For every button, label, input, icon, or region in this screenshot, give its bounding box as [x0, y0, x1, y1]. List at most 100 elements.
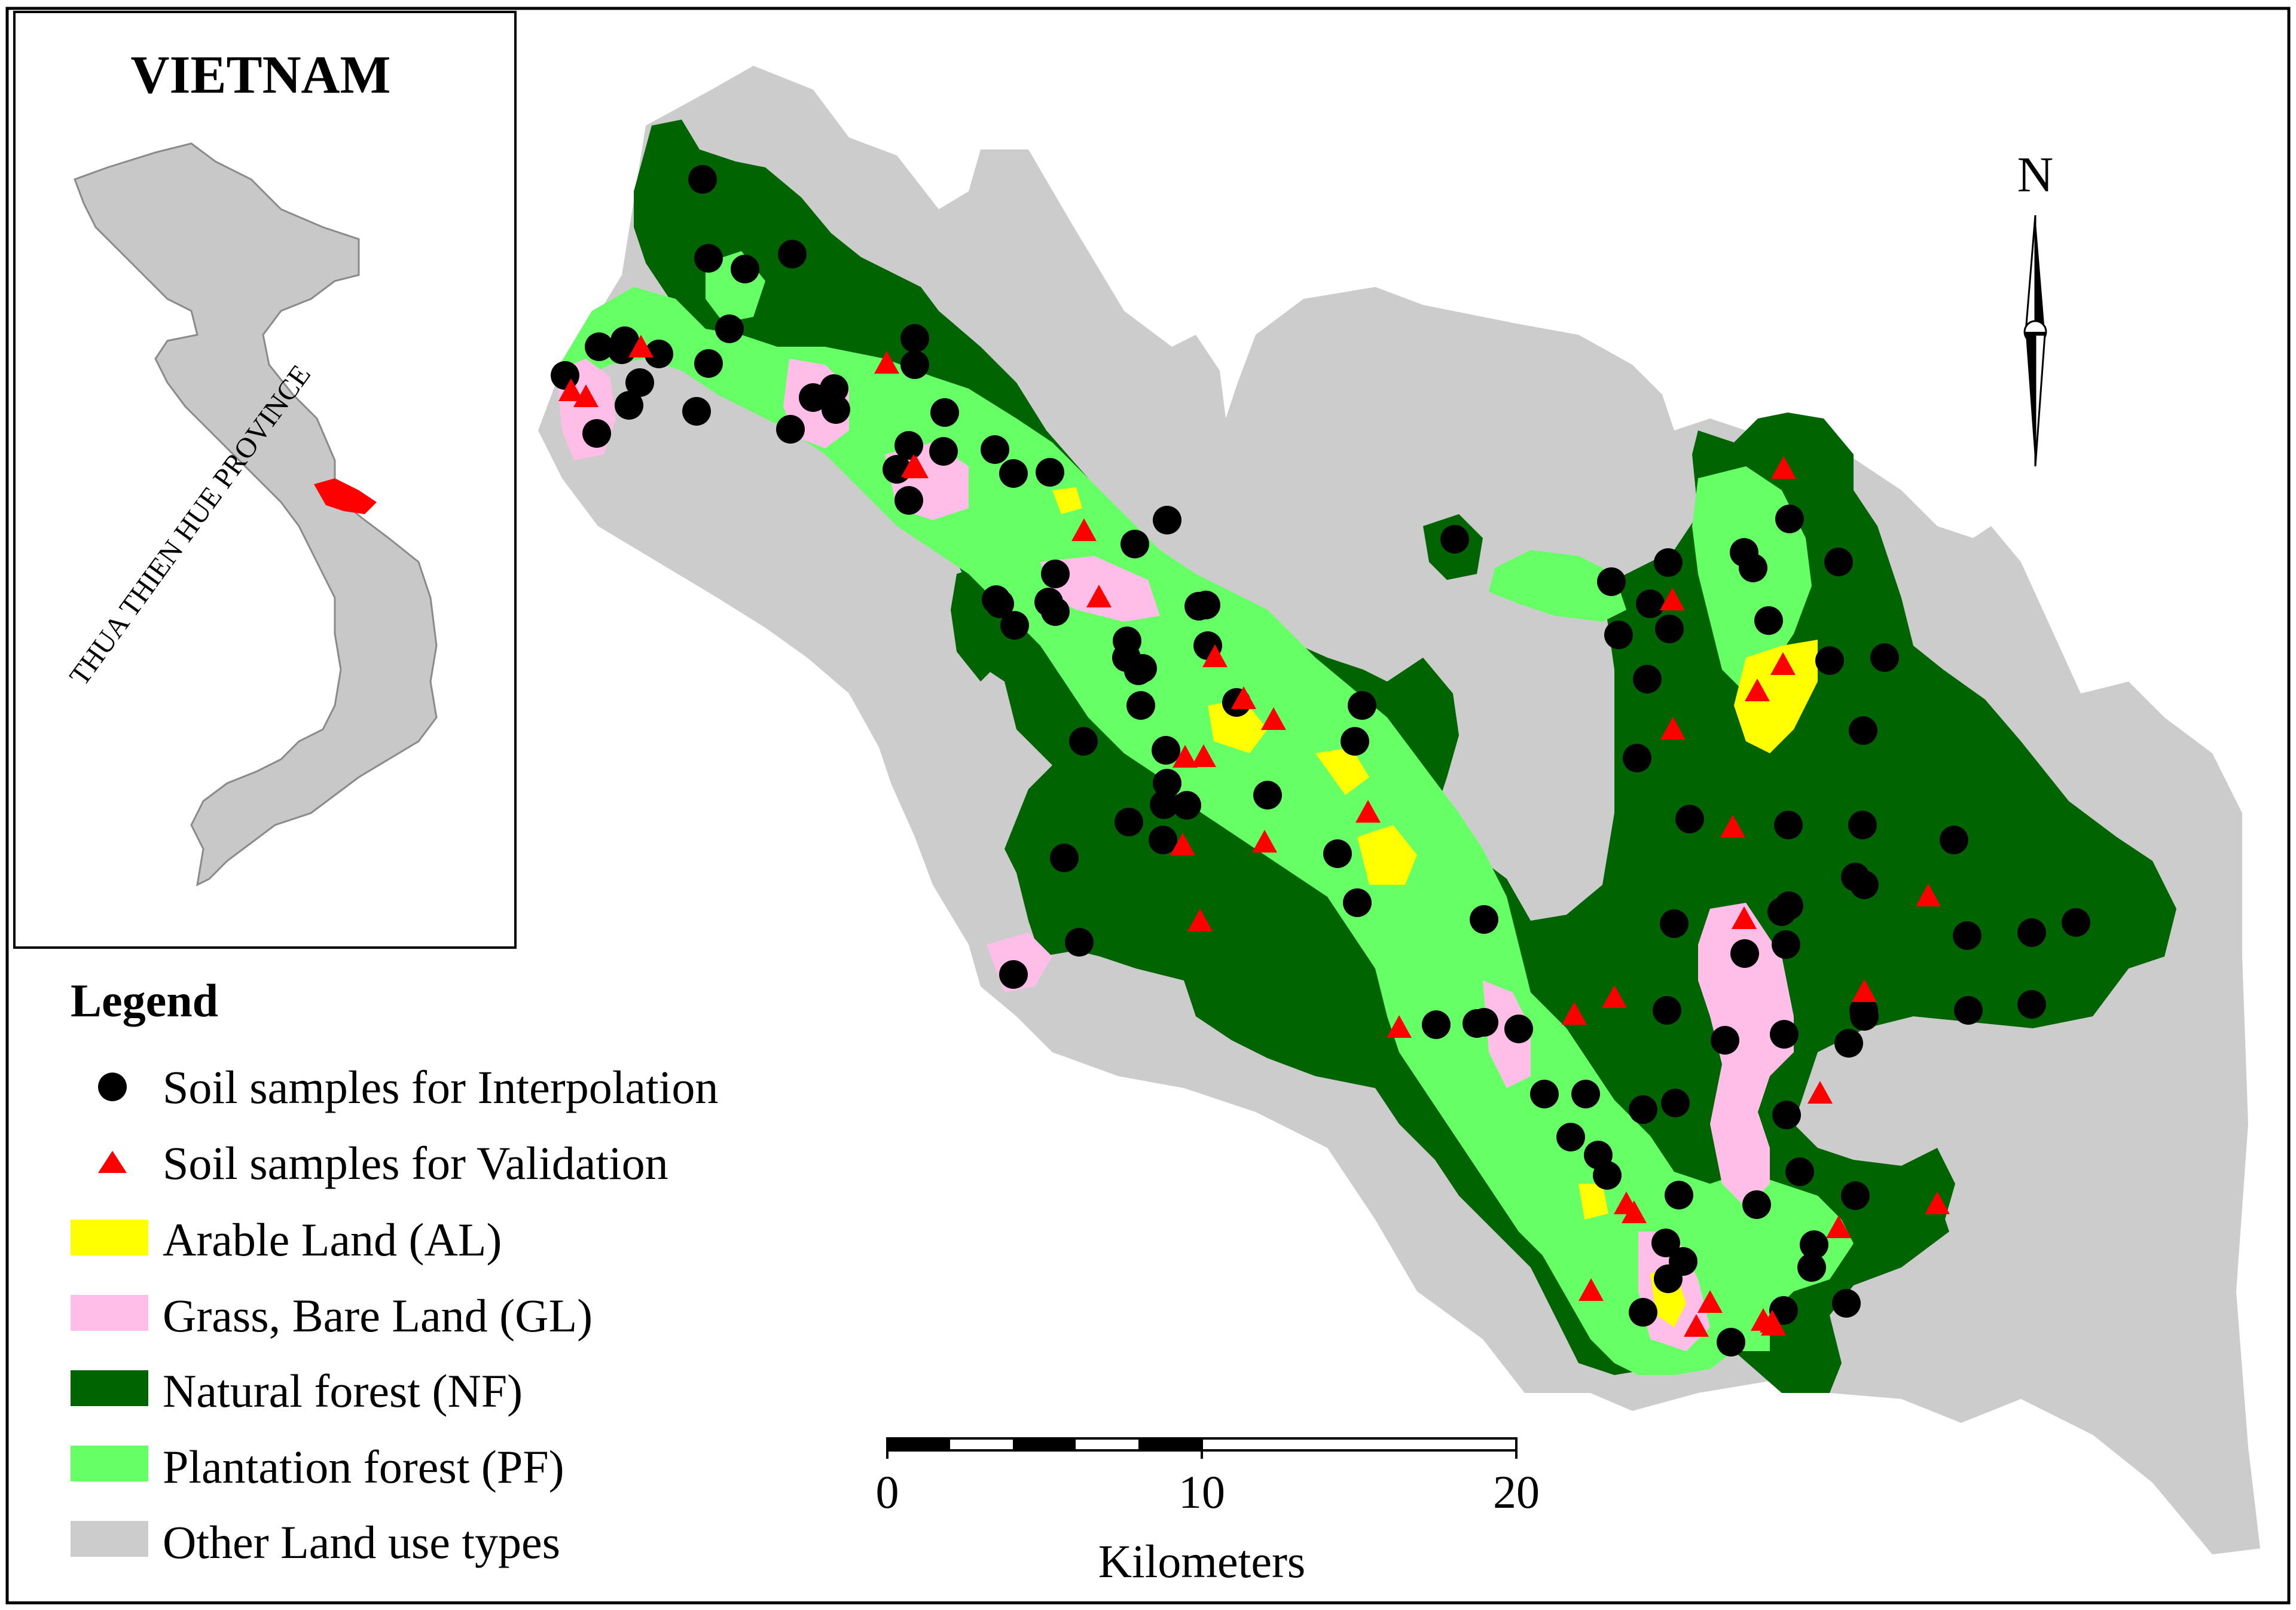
north-arrow: N [2017, 147, 2054, 467]
interpolation-sample-point [694, 349, 723, 378]
scale-tick-label-10: 10 [1178, 1466, 1225, 1518]
validation-sample-point [1925, 1192, 1950, 1214]
north-arrow-label: N [2017, 147, 2054, 203]
legend-item-other: Other Land use types [163, 1516, 560, 1568]
interpolation-sample-point [778, 240, 807, 268]
interpolation-sample-point [1041, 560, 1070, 588]
interpolation-sample-point [1128, 654, 1157, 683]
legend-item-arable: Arable Land (AL) [163, 1214, 502, 1266]
interpolation-sample-point [1633, 665, 1662, 694]
interpolation-sample-point [1815, 646, 1844, 675]
legend-interpolation-symbol [98, 1073, 127, 1101]
interpolation-sample-point [1848, 811, 1877, 839]
interpolation-sample-point [1150, 790, 1178, 819]
validation-sample-point [1562, 1002, 1587, 1025]
arable-land-patch [1315, 747, 1369, 795]
legend-validation-symbol [98, 1151, 127, 1173]
scale-tick-label-0: 0 [876, 1466, 899, 1518]
validation-sample-point [558, 378, 584, 401]
interpolation-sample-point [1785, 1157, 1814, 1186]
validation-sample-point [1602, 985, 1627, 1008]
interpolation-sample-point [799, 383, 828, 412]
interpolation-sample-point [625, 368, 654, 397]
validation-sample-point [1916, 884, 1941, 906]
interpolation-sample-point [1797, 1253, 1826, 1282]
validation-sample-point [1697, 1290, 1723, 1313]
interpolation-sample-point [1841, 863, 1870, 891]
validation-sample-point [1191, 744, 1216, 767]
interpolation-sample-point [1629, 1095, 1657, 1124]
grass-land-patch [1698, 903, 1794, 1208]
arable-land-patch [1052, 487, 1082, 514]
interpolation-sample-point [894, 431, 923, 460]
interpolation-sample-point [1341, 727, 1369, 756]
interpolation-sample-point [1470, 905, 1498, 934]
interpolation-sample-point [999, 960, 1028, 989]
interpolation-sample-point [610, 326, 639, 355]
interpolation-sample-point [1343, 888, 1372, 917]
interpolation-sample-point [1675, 805, 1704, 833]
north-arrow-upper-right [2035, 215, 2045, 332]
inset-country-label: VIETNAM [130, 45, 390, 105]
validation-sample-point [874, 351, 899, 374]
legend-plantation-forest-swatch [71, 1446, 148, 1481]
validation-sample-point [1808, 1081, 1833, 1104]
interpolation-sample-point [930, 398, 959, 427]
interpolation-sample-point [1440, 525, 1469, 554]
interpolation-sample-point [615, 391, 643, 420]
study-area-map [538, 66, 2260, 1554]
interpolation-sample-point [1530, 1080, 1559, 1108]
interpolation-sample-point [1770, 1020, 1799, 1049]
interpolation-sample-point [1832, 1289, 1861, 1318]
validation-sample-point [1173, 745, 1198, 768]
interpolation-sample-point [682, 397, 711, 426]
validation-sample-point [1387, 1015, 1412, 1038]
interpolation-sample-point [2062, 908, 2090, 937]
interpolation-sample-point [1348, 691, 1376, 720]
scale-tick-label-20: 20 [1493, 1466, 1540, 1518]
interpolation-sample-point [1120, 530, 1149, 558]
interpolation-sample-point [1841, 1181, 1870, 1210]
validation-sample-point [1252, 830, 1277, 853]
north-arrow-lower-right [2034, 334, 2046, 467]
interpolation-sample-point [1504, 1015, 1533, 1043]
interpolation-sample-point [1711, 1026, 1739, 1055]
scale-bar: 0 10 20 Kilometers [876, 1437, 1540, 1587]
scale-bar-segment [887, 1438, 950, 1450]
validation-sample-point [1622, 1200, 1647, 1223]
interpolation-sample-point [1153, 769, 1181, 798]
interpolation-sample-point [551, 361, 579, 390]
interpolation-sample-point [1604, 621, 1633, 649]
interpolation-sample-point [1651, 1229, 1680, 1257]
validation-sample-point [1578, 1278, 1604, 1301]
interpolation-sample-point [1824, 548, 1853, 576]
interpolation-sample-point [1173, 791, 1201, 820]
interpolation-sample-point [1069, 727, 1098, 756]
scale-bar-segment [1013, 1438, 1076, 1450]
interpolation-sample-point [1665, 1181, 1693, 1209]
validation-sample-point [1660, 717, 1686, 740]
interpolation-sample-point [1422, 1010, 1451, 1039]
interpolation-sample-point [1660, 909, 1689, 938]
validation-sample-point [1086, 585, 1112, 607]
interpolation-sample-point [1152, 736, 1180, 765]
interpolation-sample-point [822, 395, 850, 424]
plantation-forest-area [556, 287, 1854, 1375]
interpolation-sample-point [585, 332, 613, 361]
validation-sample-point [1187, 909, 1213, 931]
interpolation-sample-point [1629, 1298, 1657, 1327]
interpolation-sample-point [582, 419, 611, 448]
scale-unit-label: Kilometers [1098, 1535, 1306, 1587]
validation-sample-point [1660, 588, 1685, 610]
interpolation-sample-point [1730, 939, 1759, 968]
validation-sample-point [1852, 979, 1877, 1002]
arable-land-patch [1208, 699, 1268, 753]
validation-sample-point [1684, 1314, 1709, 1337]
interpolation-sample-point [1654, 1264, 1683, 1293]
interpolation-sample-point [894, 486, 923, 515]
scale-bar-segment [1138, 1438, 1201, 1450]
interpolation-sample-point [1041, 597, 1070, 626]
arable-land-patch [1357, 825, 1417, 885]
interpolation-sample-point [1742, 1190, 1771, 1219]
interpolation-sample-point [982, 585, 1010, 614]
